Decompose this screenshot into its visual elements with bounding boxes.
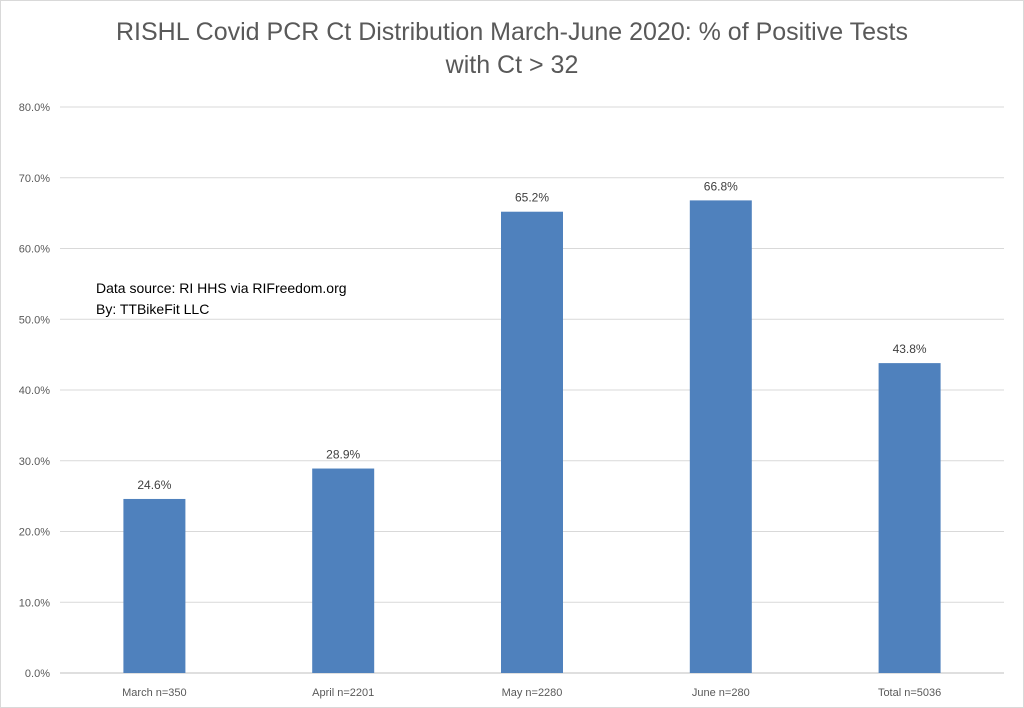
chart-title-line-1: RISHL Covid PCR Ct Distribution March-Ju… [116, 18, 908, 46]
y-tick-label: 20.0% [19, 527, 50, 539]
chart-title: RISHL Covid PCR Ct Distribution March-Ju… [0, 16, 1024, 82]
bar-data-label: 43.8% [893, 342, 927, 356]
x-category-label: June n=280 [692, 687, 750, 699]
y-tick-label: 70.0% [19, 173, 50, 185]
bar-data-label: 24.6% [137, 478, 171, 492]
bar-data-label: 28.9% [326, 448, 360, 462]
x-category-label: March n=350 [122, 687, 187, 699]
y-tick-label: 40.0% [19, 385, 50, 397]
bar-data-label: 65.2% [515, 191, 549, 205]
bar [501, 211, 563, 673]
y-tick-label: 60.0% [19, 244, 50, 256]
bar-data-label: 66.8% [704, 179, 738, 193]
bar [312, 468, 375, 673]
data-source-note: Data source: RI HHS via RIFreedom.org [96, 280, 347, 296]
chart-title-line-2: with Ct > 32 [445, 51, 579, 79]
x-category-label: April n=2201 [312, 687, 374, 699]
bar [123, 498, 186, 673]
y-tick-label: 0.0% [25, 668, 50, 680]
y-tick-label: 30.0% [19, 456, 50, 468]
bar [689, 200, 752, 673]
y-tick-label: 80.0% [19, 102, 50, 114]
chart-annotation: Data source: RI HHS via RIFreedom.org By… [96, 278, 347, 320]
author-note: By: TTBikeFit LLC [96, 301, 210, 317]
x-category-label: Total n=5036 [878, 687, 941, 699]
y-tick-label: 10.0% [19, 597, 50, 609]
y-tick-label: 50.0% [19, 314, 50, 326]
bar [878, 363, 941, 673]
x-category-label: May n=2280 [502, 687, 563, 699]
